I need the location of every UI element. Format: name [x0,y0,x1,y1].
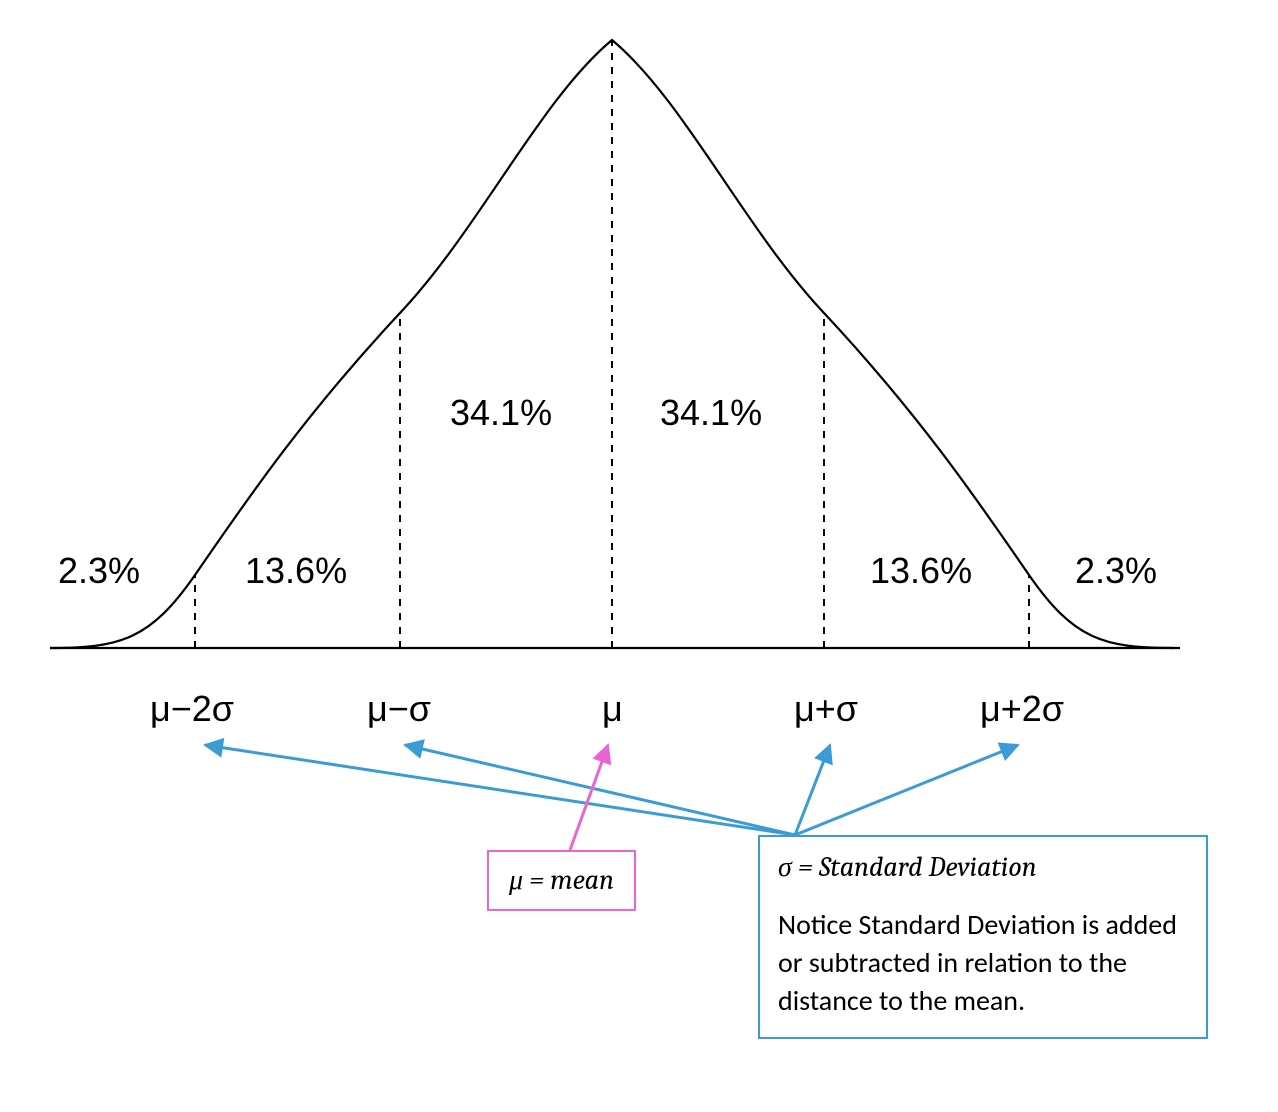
pct-left-tail: 2.3% [58,550,140,592]
sd-box-title: σ = Standard Deviation [778,851,1188,884]
arrow-to-mu-minus-2 [205,745,795,835]
bell-curve [50,40,1174,648]
axis-label-mu: μ [602,688,623,730]
mean-annotation-box: μ = mean [487,850,636,911]
mean-box-text: μ = mean [509,864,614,896]
sd-box-body: Notice Standard Deviation is added or su… [778,906,1188,1019]
arrow-to-mu [570,745,608,850]
axis-label-mu-plus-1: μ+σ [794,688,858,730]
normal-distribution-diagram: 2.3% 13.6% 34.1% 34.1% 13.6% 2.3% μ−2σ μ… [0,0,1278,1112]
sd-annotation-box: σ = Standard Deviation Notice Standard D… [758,835,1208,1039]
axis-label-mu-minus-2: μ−2σ [150,688,234,730]
pct-right-mid: 13.6% [870,550,972,592]
pct-left-mid: 13.6% [245,550,347,592]
arrow-to-mu-plus-2 [795,745,1018,835]
axis-label-mu-plus-2: μ+2σ [980,688,1064,730]
axis-label-mu-minus-1: μ−σ [367,688,431,730]
pct-center-right: 34.1% [660,392,762,434]
arrow-to-mu-minus-1 [405,745,795,835]
pct-right-tail: 2.3% [1075,550,1157,592]
pct-center-left: 34.1% [450,392,552,434]
